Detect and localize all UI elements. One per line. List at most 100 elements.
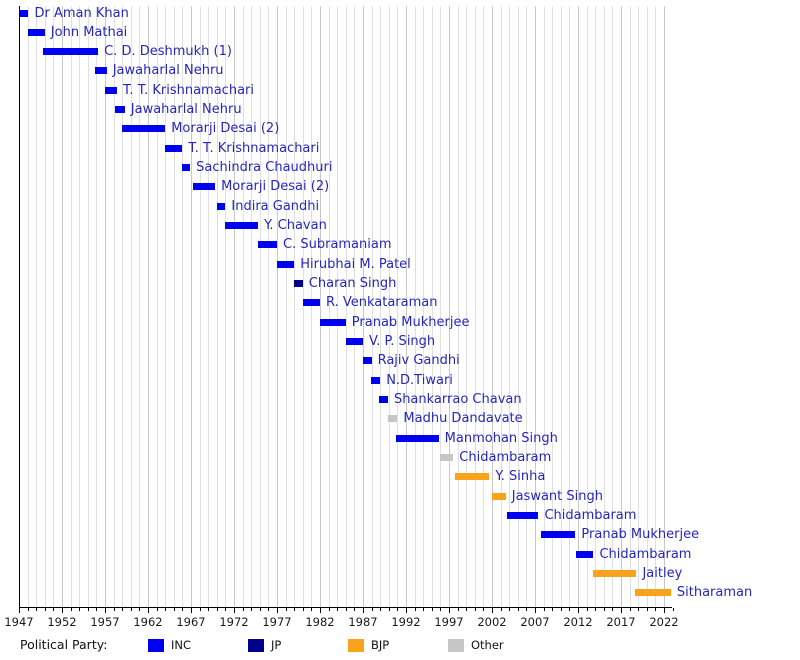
axis-tick xyxy=(509,608,511,611)
axis-tick xyxy=(130,608,132,611)
axis-tick xyxy=(328,608,330,611)
axis-tick-label: 2002 xyxy=(477,615,507,629)
legend-title: Political Party: xyxy=(20,637,108,652)
axis-tick xyxy=(277,608,278,613)
timeline-bar xyxy=(19,9,29,17)
axis-tick xyxy=(345,608,347,611)
gridline xyxy=(302,6,304,607)
axis-tick xyxy=(285,608,287,611)
axis-tick xyxy=(251,608,253,611)
timeline-bar xyxy=(115,106,125,114)
gridline xyxy=(397,6,399,607)
minister-label: Morarji Desai (2) xyxy=(171,121,280,137)
axis-tick xyxy=(311,608,313,611)
gridline xyxy=(449,6,450,607)
gridline xyxy=(113,6,115,607)
timeline-bar xyxy=(634,589,671,597)
minister-label: C. D. Deshmukh (1) xyxy=(104,44,232,60)
axis-tick xyxy=(552,608,554,611)
gridline xyxy=(36,6,38,607)
gridline xyxy=(380,6,382,607)
legend-swatch-jp xyxy=(248,639,264,652)
axis-tick xyxy=(672,608,674,611)
axis-tick-label: 1987 xyxy=(348,615,378,629)
axis-tick xyxy=(216,608,218,611)
gridline xyxy=(354,6,356,607)
minister-label: T. T. Krishnamachari xyxy=(188,140,320,156)
minister-label: Morarji Desai (2) xyxy=(221,179,330,195)
axis-tick xyxy=(242,608,244,611)
gridline xyxy=(337,6,339,607)
axis-tick xyxy=(397,608,399,611)
minister-label: Rajiv Gandhi xyxy=(377,353,460,369)
minister-label: Shankarrao Chavan xyxy=(393,392,522,408)
gridline xyxy=(165,6,167,607)
gridline xyxy=(148,6,149,607)
timeline-bar xyxy=(492,492,506,500)
axis-tick xyxy=(337,608,339,611)
x-axis-spine xyxy=(19,607,672,608)
timeline-bar xyxy=(439,454,454,462)
axis-tick-label: 1967 xyxy=(176,615,206,629)
minister-label: Chidambaram xyxy=(459,450,552,466)
timeline-bar xyxy=(593,570,637,578)
minister-label: T. T. Krishnamachari xyxy=(123,82,254,98)
gridline xyxy=(492,6,493,607)
timeline-bar xyxy=(302,299,320,307)
axis-tick xyxy=(492,608,493,613)
axis-tick-label: 1957 xyxy=(90,615,120,629)
gridline xyxy=(517,6,519,607)
gridline xyxy=(44,6,46,607)
gridline xyxy=(431,6,433,607)
gridline xyxy=(552,6,554,607)
timeline-bar xyxy=(345,338,363,346)
minister-label: Pranab Mukherjee xyxy=(581,527,700,543)
axis-tick xyxy=(560,608,562,611)
axis-tick xyxy=(36,608,38,611)
gridline xyxy=(191,6,192,607)
axis-tick xyxy=(182,608,184,611)
axis-tick-label: 1997 xyxy=(434,615,464,629)
axis-tick xyxy=(44,608,46,611)
gridline xyxy=(526,6,528,607)
axis-tick xyxy=(646,608,648,611)
axis-tick-label: 2022 xyxy=(649,615,679,629)
gridline xyxy=(182,6,184,607)
minister-label: Sitharaman xyxy=(676,585,753,601)
axis-tick xyxy=(294,608,296,611)
axis-tick-label: 1947 xyxy=(4,615,34,629)
timeline-bar xyxy=(225,222,259,230)
axis-tick xyxy=(380,608,382,611)
timeline-bar xyxy=(363,357,372,365)
gridline xyxy=(560,6,562,607)
minister-label: N.D.Tiwari xyxy=(386,372,453,388)
gridline xyxy=(208,6,210,607)
legend-label-jp: JP xyxy=(271,638,282,652)
gridline xyxy=(139,6,141,607)
axis-tick xyxy=(259,608,261,611)
minister-label: Jaitley xyxy=(642,566,683,582)
gridline xyxy=(509,6,511,607)
gridline xyxy=(500,6,502,607)
axis-tick xyxy=(638,608,640,611)
minister-label: Y. Chavan xyxy=(264,218,327,234)
gridline xyxy=(70,6,72,607)
axis-tick xyxy=(87,608,89,611)
minister-label: V. P. Singh xyxy=(369,334,436,350)
axis-tick xyxy=(449,608,450,613)
axis-tick-label: 2007 xyxy=(520,615,550,629)
gridline xyxy=(457,6,459,607)
gridline xyxy=(27,6,29,607)
axis-tick xyxy=(320,608,321,613)
y-axis-spine xyxy=(19,6,20,607)
gridline xyxy=(612,6,614,607)
axis-tick xyxy=(371,608,373,611)
axis-tick xyxy=(535,608,536,613)
gridline xyxy=(294,6,296,607)
axis-tick xyxy=(483,608,485,611)
timeline-bar xyxy=(43,48,99,56)
gridline xyxy=(96,6,98,607)
minister-label: John Mathai xyxy=(50,24,128,40)
axis-tick xyxy=(406,608,407,613)
gridline xyxy=(105,6,106,607)
